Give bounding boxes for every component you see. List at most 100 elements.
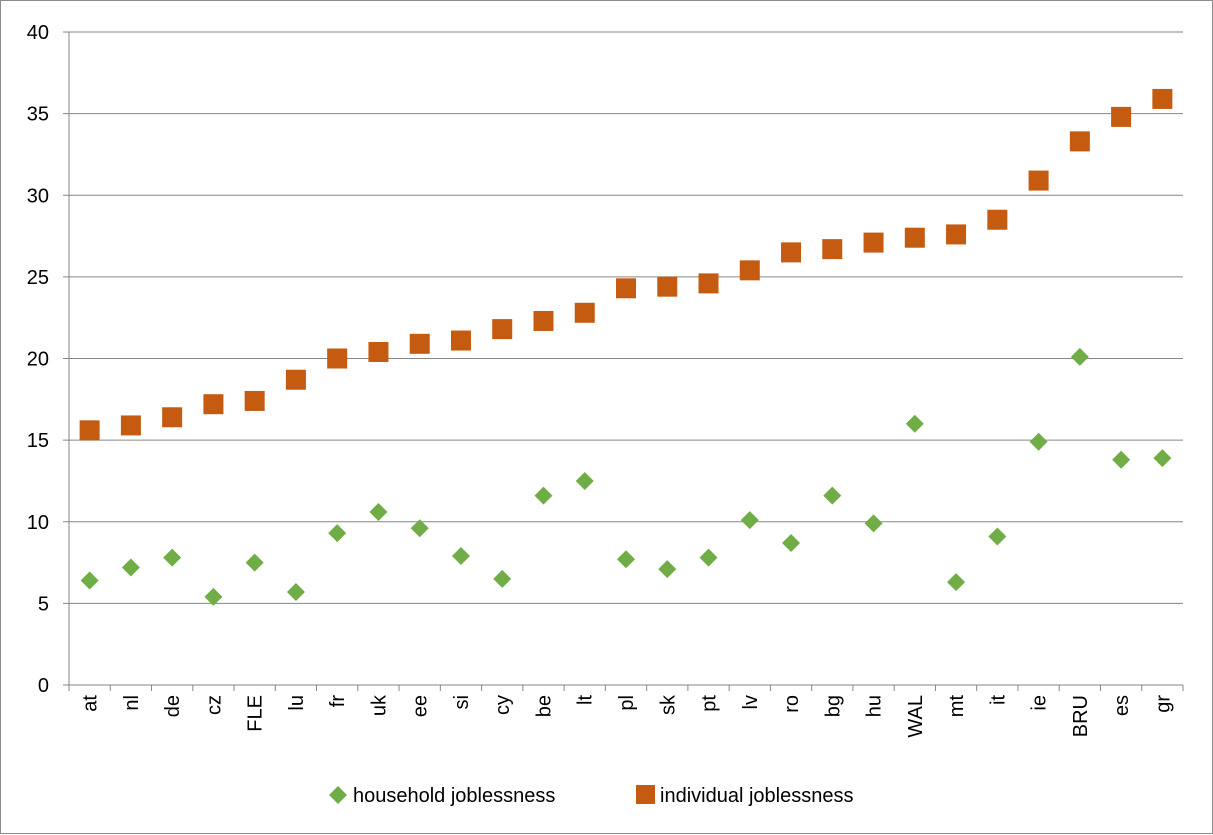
individual-point [533,310,554,331]
legend-swatch-household-diamond-icon [329,786,347,804]
household-point [163,548,182,567]
x-tick-label: FLE [245,695,267,732]
y-tick-label: 5 [38,593,49,615]
household-point [658,560,677,579]
individual-point [1111,106,1132,127]
legend-item-household: household joblessness [329,785,555,807]
household-point [947,573,966,592]
x-tick-label: de [162,695,184,717]
individual-point [822,239,843,260]
data-markers [79,88,1173,606]
y-tick-label: 25 [27,267,49,289]
individual-point [120,415,141,436]
household-point [740,511,759,530]
legend-swatch-individual-square-icon [636,785,655,804]
x-tick-label: uk [368,694,390,716]
household-point [864,514,883,533]
x-tick-label: pt [699,695,721,712]
household-point [782,533,801,552]
household-point [823,486,842,505]
legend-label-individual: individual joblessness [660,785,853,807]
individual-point [203,394,224,415]
household-point [451,547,470,566]
household-point [988,527,1007,546]
individual-point [781,242,802,263]
household-point [493,569,512,588]
individual-point [946,224,967,245]
household-point [80,571,99,590]
household-point [1112,450,1131,469]
legend: household joblessness individual jobless… [329,785,853,807]
y-tick-label: 40 [27,22,49,44]
individual-point [492,319,513,340]
x-tick-label: gr [1152,695,1174,713]
individual-point [657,276,678,297]
individual-point [616,278,636,299]
household-point [699,548,718,567]
x-tick-label: at [80,695,102,712]
x-tick-label: lt [575,695,597,705]
individual-point [1028,170,1049,191]
x-tick-label: it [987,695,1009,705]
x-tick-label: WAL [905,695,927,738]
x-tick-label: cz [203,695,225,715]
x-tick-label: nl [121,695,143,711]
individual-point [698,273,719,294]
individual-point [285,369,306,390]
individual-point [904,227,925,248]
x-tick-label: pl [616,695,638,711]
y-tick-label: 0 [38,675,49,697]
individual-point [162,407,183,428]
individual-point [1069,131,1090,152]
x-tick-label: lu [286,695,308,711]
household-point [410,519,429,538]
x-tick-label: hu [864,695,886,717]
individual-point [244,390,265,411]
household-point [245,553,264,572]
x-tick-label: cy [492,695,514,715]
household-point [328,524,347,543]
household-point [534,486,553,505]
y-tick-label: 15 [27,430,49,452]
household-point [905,414,924,433]
individual-point [574,302,595,323]
household-point [575,471,594,490]
household-point [369,502,388,521]
household-point [121,558,140,577]
legend-item-individual: individual joblessness [636,785,853,807]
individual-point [450,330,471,351]
y-tick-label: 10 [27,512,49,534]
x-tick-label: es [1111,695,1133,716]
individual-point [327,348,348,369]
individual-point [79,420,100,441]
individual-point [987,209,1008,230]
axes [63,31,1184,691]
x-tick-labels: at nl de cz FLE lu fr uk ee si cy be lt pl sk pt lv ro bg h… [80,694,1175,738]
x-tick-label: fr [327,695,349,708]
legend-label-household: household joblessness [353,785,555,807]
x-tick-label: mt [946,695,968,718]
household-point [204,587,223,606]
individual-point [1152,88,1173,109]
x-tick-label: ro [781,695,803,713]
individual-point [368,341,389,362]
x-tick-label: ee [410,695,432,717]
household-point [286,582,305,601]
individual-point [739,260,760,281]
x-tick-label: bg [822,695,844,717]
x-tick-label: ie [1029,695,1051,711]
household-point [1153,449,1172,468]
x-tick-label: BRU [1070,695,1092,737]
household-point [1070,347,1089,366]
y-tick-label: 35 [27,104,49,126]
y-tick-labels: 0 5 10 15 20 25 30 35 40 [27,22,49,697]
y-tick-label: 30 [27,185,49,207]
x-tick-label: lv [740,695,762,709]
gridlines [69,31,1183,604]
household-point [617,550,635,569]
x-tick-label: be [533,695,555,717]
household-point [1029,432,1048,451]
individual-point [409,333,430,354]
